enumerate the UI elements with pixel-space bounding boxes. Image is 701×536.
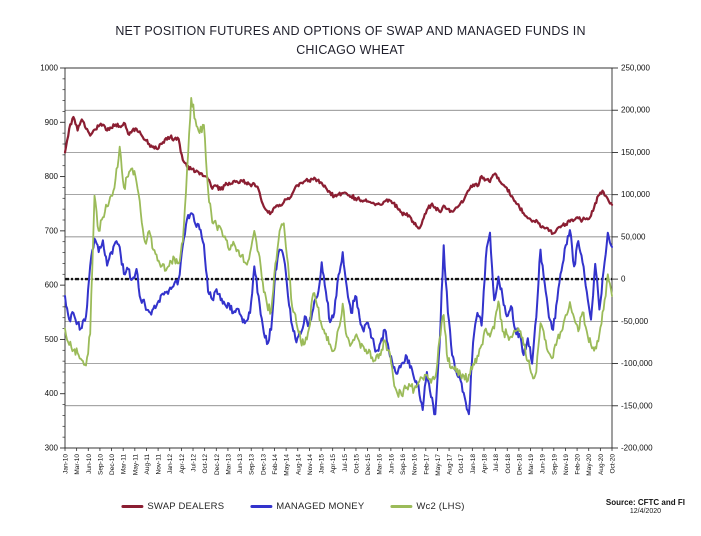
svg-text:-200,000: -200,000 bbox=[621, 444, 653, 453]
svg-text:Nov-19: Nov-19 bbox=[563, 454, 570, 475]
svg-text:Feb-17: Feb-17 bbox=[423, 454, 430, 475]
legend-swatch-wc2 bbox=[390, 504, 413, 509]
svg-text:Aug-11: Aug-11 bbox=[144, 454, 151, 475]
svg-text:Apr-18: Apr-18 bbox=[481, 454, 488, 474]
svg-text:-100,000: -100,000 bbox=[621, 359, 653, 368]
svg-text:May-17: May-17 bbox=[435, 454, 442, 476]
legend-item-managed-money: MANAGED MONEY bbox=[250, 501, 364, 512]
svg-text:300: 300 bbox=[45, 444, 59, 453]
svg-text:Nov-14: Nov-14 bbox=[307, 454, 314, 475]
svg-text:250,000: 250,000 bbox=[621, 64, 650, 73]
svg-text:Dec-10: Dec-10 bbox=[109, 454, 116, 475]
svg-text:Jul-15: Jul-15 bbox=[342, 454, 349, 472]
svg-text:50,000: 50,000 bbox=[621, 232, 646, 241]
svg-text:800: 800 bbox=[45, 172, 59, 181]
svg-text:Mar-13: Mar-13 bbox=[225, 454, 232, 475]
source-attribution: Source: CFTC and FI bbox=[605, 498, 685, 507]
svg-text:Aug-17: Aug-17 bbox=[447, 454, 454, 475]
svg-text:May-20: May-20 bbox=[586, 454, 593, 476]
svg-text:600: 600 bbox=[45, 281, 59, 290]
svg-text:0: 0 bbox=[621, 275, 626, 284]
svg-text:Sep-16: Sep-16 bbox=[400, 454, 407, 475]
svg-text:Mar-11: Mar-11 bbox=[121, 454, 128, 474]
svg-text:100,000: 100,000 bbox=[621, 190, 650, 199]
svg-text:Feb-14: Feb-14 bbox=[272, 454, 279, 475]
legend-label-swap-dealers: SWAP DEALERS bbox=[147, 501, 225, 512]
svg-text:Oct-20: Oct-20 bbox=[610, 454, 617, 474]
svg-text:-50,000: -50,000 bbox=[621, 317, 649, 326]
source-date: 12/4/2020 bbox=[629, 508, 662, 515]
svg-text:Jun-19: Jun-19 bbox=[540, 454, 547, 474]
legend-item-swap-dealers: SWAP DEALERS bbox=[121, 501, 224, 512]
legend: SWAP DEALERS MANAGED MONEY Wc2 (LHS) bbox=[121, 501, 464, 512]
svg-text:Nov-16: Nov-16 bbox=[412, 454, 419, 475]
svg-text:Jan-12: Jan-12 bbox=[167, 454, 174, 474]
svg-text:Sep-10: Sep-10 bbox=[97, 454, 104, 475]
svg-text:900: 900 bbox=[45, 118, 59, 127]
svg-text:Oct-17: Oct-17 bbox=[458, 454, 465, 474]
svg-text:Mar-10: Mar-10 bbox=[74, 454, 81, 475]
svg-text:Jun-10: Jun-10 bbox=[86, 454, 93, 474]
svg-text:Jun-16: Jun-16 bbox=[388, 454, 395, 474]
chart-title: NET POSITION FUTURES AND OPTIONS OF SWAP… bbox=[0, 22, 701, 60]
svg-text:700: 700 bbox=[45, 226, 59, 235]
svg-text:Aug-20: Aug-20 bbox=[598, 454, 605, 475]
svg-text:Mar-19: Mar-19 bbox=[528, 454, 535, 475]
svg-text:Apr-15: Apr-15 bbox=[330, 454, 337, 474]
svg-text:400: 400 bbox=[45, 389, 59, 398]
chart: 1000 900 800 700 600 500 400 300 250,000 200,000 1… bbox=[40, 64, 653, 476]
svg-text:Dec-12: Dec-12 bbox=[214, 454, 221, 475]
svg-text:Dec-18: Dec-18 bbox=[516, 454, 523, 475]
svg-text:-150,000: -150,000 bbox=[621, 401, 653, 410]
svg-text:150,000: 150,000 bbox=[621, 148, 650, 157]
svg-text:Oct-12: Oct-12 bbox=[202, 454, 209, 474]
legend-label-managed-money: MANAGED MONEY bbox=[276, 501, 365, 512]
source-note: Source: CFTC and FI 12/4/2020 bbox=[606, 498, 685, 515]
legend-label-wc2: Wc2 (LHS) bbox=[416, 501, 465, 512]
svg-text:Aug-14: Aug-14 bbox=[295, 454, 302, 475]
legend-swatch-managed-money bbox=[250, 504, 273, 509]
svg-text:Jul-18: Jul-18 bbox=[493, 454, 500, 472]
svg-text:Oct-18: Oct-18 bbox=[505, 454, 512, 474]
svg-text:Jan-15: Jan-15 bbox=[319, 454, 326, 474]
svg-text:Jan-10: Jan-10 bbox=[63, 454, 70, 474]
legend-item-wc2: Wc2 (LHS) bbox=[390, 501, 464, 512]
svg-text:Apr-12: Apr-12 bbox=[179, 454, 186, 474]
svg-text:Sep-19: Sep-19 bbox=[551, 454, 558, 475]
svg-text:Dec-13: Dec-13 bbox=[260, 454, 267, 475]
chart-title-line-2: CHICAGO WHEAT bbox=[296, 42, 405, 57]
svg-text:Jun-13: Jun-13 bbox=[237, 454, 244, 474]
svg-text:Feb-20: Feb-20 bbox=[575, 454, 582, 475]
svg-text:Oct-15: Oct-15 bbox=[353, 454, 360, 474]
svg-text:Sep-13: Sep-13 bbox=[249, 454, 256, 475]
svg-text:500: 500 bbox=[45, 335, 59, 344]
svg-text:May-11: May-11 bbox=[132, 454, 139, 476]
svg-text:Jan-18: Jan-18 bbox=[470, 454, 477, 474]
chart-title-line-1: NET POSITION FUTURES AND OPTIONS OF SWAP… bbox=[115, 24, 586, 38]
legend-swatch-swap-dealers bbox=[121, 504, 144, 509]
svg-text:Nov-11: Nov-11 bbox=[156, 454, 163, 475]
svg-text:Jul-12: Jul-12 bbox=[191, 454, 198, 472]
svg-text:1000: 1000 bbox=[40, 64, 58, 73]
svg-text:May-14: May-14 bbox=[284, 454, 291, 476]
svg-text:Mar-16: Mar-16 bbox=[377, 454, 384, 475]
svg-text:Dec-15: Dec-15 bbox=[365, 454, 372, 475]
svg-text:200,000: 200,000 bbox=[621, 106, 650, 115]
